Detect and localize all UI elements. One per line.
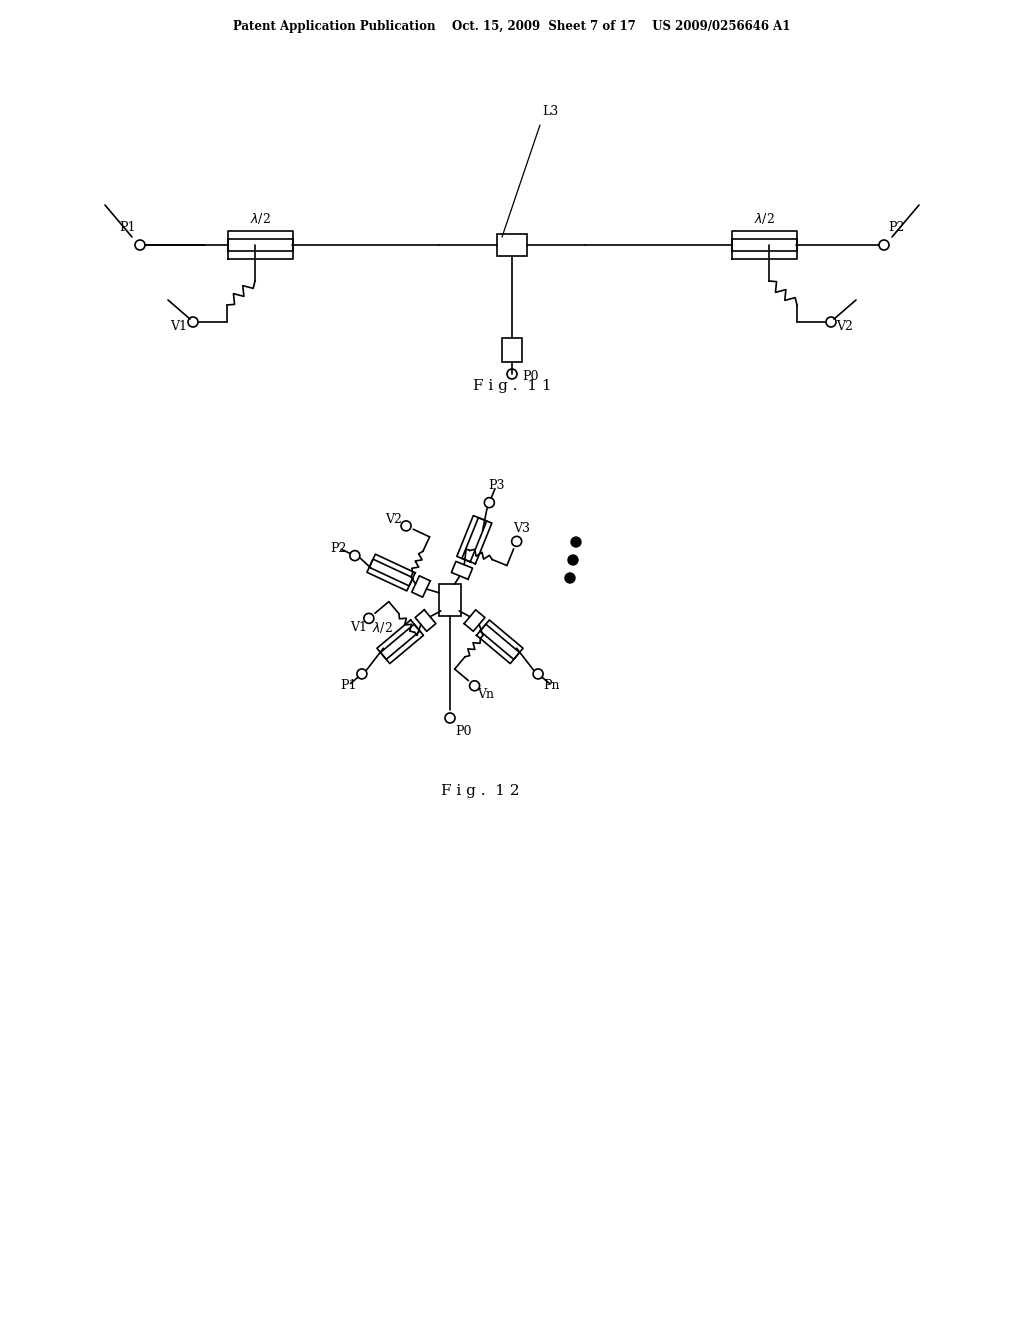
Text: L3: L3	[542, 106, 558, 117]
Text: P0: P0	[455, 725, 471, 738]
Text: P2: P2	[888, 220, 904, 234]
Text: V3: V3	[513, 521, 530, 535]
Text: V2: V2	[837, 319, 853, 333]
Text: $\lambda$/2: $\lambda$/2	[754, 211, 774, 226]
Text: P2: P2	[331, 541, 347, 554]
Text: F i g .  1 2: F i g . 1 2	[440, 784, 519, 799]
Circle shape	[565, 573, 575, 583]
Text: V1: V1	[349, 620, 367, 634]
Text: Pn: Pn	[544, 678, 560, 692]
Text: P1: P1	[120, 220, 136, 234]
Text: P3: P3	[487, 479, 505, 492]
Bar	[497, 234, 527, 256]
Bar	[502, 338, 522, 362]
Text: Vn: Vn	[477, 688, 494, 701]
Circle shape	[571, 537, 581, 546]
Text: $\lambda$/2: $\lambda$/2	[372, 620, 392, 635]
Text: V2: V2	[385, 513, 401, 527]
Text: V1: V1	[171, 319, 187, 333]
Text: F i g .  1 1: F i g . 1 1	[473, 379, 551, 393]
Text: P1: P1	[340, 678, 356, 692]
Text: $\lambda$/2: $\lambda$/2	[250, 211, 270, 226]
Text: Patent Application Publication    Oct. 15, 2009  Sheet 7 of 17    US 2009/025664: Patent Application Publication Oct. 15, …	[233, 20, 791, 33]
Bar	[439, 583, 461, 616]
Text: P0: P0	[522, 370, 539, 383]
Circle shape	[568, 554, 578, 565]
